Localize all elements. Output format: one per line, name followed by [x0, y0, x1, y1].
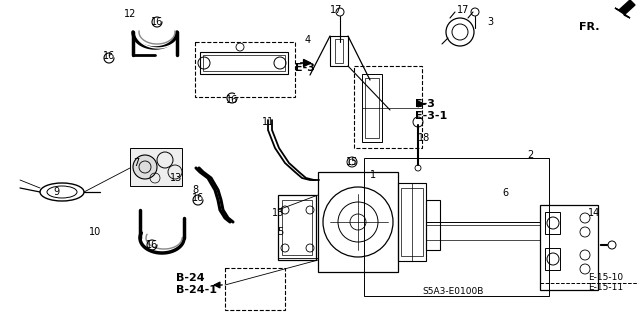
Text: 6: 6 — [502, 188, 508, 198]
Text: 10: 10 — [89, 227, 101, 237]
Bar — [130, 148, 182, 186]
Bar — [200, 52, 288, 74]
Bar — [545, 212, 560, 234]
Bar — [426, 200, 440, 250]
Text: 2: 2 — [527, 150, 533, 160]
Circle shape — [133, 155, 157, 179]
Bar — [398, 183, 426, 261]
Text: E-15-11: E-15-11 — [588, 284, 623, 293]
Bar — [335, 39, 343, 63]
Bar — [278, 195, 316, 260]
Bar — [330, 36, 348, 66]
Text: 17: 17 — [457, 5, 469, 15]
Text: 14: 14 — [588, 208, 600, 218]
Bar — [401, 188, 423, 256]
Text: 16: 16 — [226, 95, 238, 105]
Bar — [203, 55, 285, 71]
Text: 13: 13 — [272, 208, 284, 218]
Bar — [354, 66, 422, 148]
Text: B-24-1: B-24-1 — [176, 285, 217, 295]
Text: 16: 16 — [146, 240, 158, 250]
Text: 16: 16 — [151, 17, 163, 27]
Bar — [545, 248, 560, 270]
Text: FR.: FR. — [579, 22, 600, 32]
Text: B-24: B-24 — [176, 273, 205, 283]
Text: E-3-1: E-3-1 — [415, 111, 447, 121]
Text: E-3: E-3 — [295, 63, 315, 73]
Text: 15: 15 — [346, 157, 358, 167]
Text: 11: 11 — [262, 117, 274, 127]
Text: E-3: E-3 — [415, 99, 435, 109]
Bar — [195, 42, 295, 97]
Bar — [364, 158, 549, 296]
Text: E-15-10: E-15-10 — [588, 273, 623, 283]
Text: 8: 8 — [192, 185, 198, 195]
Text: 1: 1 — [370, 170, 376, 180]
Bar — [225, 268, 285, 310]
Bar — [362, 74, 382, 142]
Text: 13: 13 — [170, 173, 182, 183]
Text: 9: 9 — [53, 187, 59, 197]
Polygon shape — [615, 0, 635, 18]
Text: 7: 7 — [133, 158, 139, 168]
Text: 18: 18 — [418, 133, 430, 143]
Bar — [318, 172, 398, 272]
Bar — [540, 205, 598, 290]
Bar — [365, 78, 379, 138]
Text: 3: 3 — [487, 17, 493, 27]
Text: S5A3-E0100B: S5A3-E0100B — [422, 287, 484, 296]
Text: 16: 16 — [103, 51, 115, 61]
Text: 17: 17 — [330, 5, 342, 15]
Text: 12: 12 — [124, 9, 136, 19]
Text: 16: 16 — [192, 193, 204, 203]
Text: 5: 5 — [277, 227, 283, 237]
Text: 4: 4 — [305, 35, 311, 45]
Bar — [282, 200, 312, 255]
